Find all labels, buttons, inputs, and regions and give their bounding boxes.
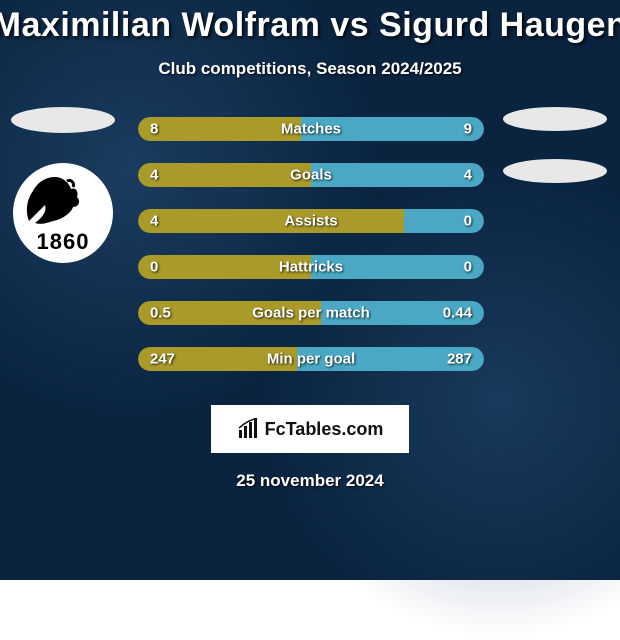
stat-value-right: 9 xyxy=(464,121,472,138)
stat-value-right: 287 xyxy=(447,351,472,368)
right-player-column xyxy=(500,107,610,183)
stat-bar-right xyxy=(311,163,484,187)
stat-value-left: 247 xyxy=(150,351,175,368)
stat-bar-left xyxy=(138,117,301,141)
stat-row: 247 287 Min per goal xyxy=(138,347,484,371)
stat-row: 0.5 0.44 Goals per match xyxy=(138,301,484,325)
stat-value-left: 4 xyxy=(150,167,158,184)
stat-value-left: 8 xyxy=(150,121,158,138)
right-player-avatar-placeholder xyxy=(503,107,607,131)
stat-value-right: 0.44 xyxy=(443,305,472,322)
left-player-avatar-placeholder xyxy=(11,107,115,133)
stat-row: 8 9 Matches xyxy=(138,117,484,141)
left-club-badge: 1860 xyxy=(13,163,113,263)
stat-label: Hattricks xyxy=(279,259,343,276)
page-subtitle: Club competitions, Season 2024/2025 xyxy=(158,59,461,79)
stat-value-right: 0 xyxy=(464,259,472,276)
brand-text: FcTables.com xyxy=(265,419,384,440)
brand-box: FcTables.com xyxy=(211,405,409,453)
stat-bar-left xyxy=(138,163,311,187)
date-label: 25 november 2024 xyxy=(236,471,383,491)
stat-value-right: 0 xyxy=(464,213,472,230)
stat-bar-left xyxy=(138,209,404,233)
stat-value-right: 4 xyxy=(464,167,472,184)
content-wrap: Maximilian Wolfram vs Sigurd Haugen Club… xyxy=(0,0,620,580)
stat-bar-right xyxy=(404,209,484,233)
right-club-badge-placeholder xyxy=(503,159,607,183)
stat-label: Goals per match xyxy=(252,305,370,322)
stat-bars: 89Matches44Goals40Assists00Hattricks0.50… xyxy=(138,117,484,371)
stat-row: 0 0 Hattricks xyxy=(138,255,484,279)
page-title: Maximilian Wolfram vs Sigurd Haugen xyxy=(0,6,620,45)
stat-row: 4 0 Assists xyxy=(138,209,484,233)
lion-icon xyxy=(23,171,83,227)
stat-value-left: 4 xyxy=(150,213,158,230)
left-player-column: 1860 xyxy=(8,107,118,263)
stat-label: Matches xyxy=(281,121,341,138)
stat-label: Min per goal xyxy=(267,351,355,368)
stat-value-left: 0 xyxy=(150,259,158,276)
stat-value-left: 0.5 xyxy=(150,305,171,322)
stat-label: Assists xyxy=(284,213,337,230)
left-club-year: 1860 xyxy=(37,229,90,255)
stat-row: 4 4 Goals xyxy=(138,163,484,187)
stat-label: Goals xyxy=(290,167,332,184)
comparison-panel: 1860 8 9 Matches 4 4 Goals 4 0 Assists 0 0 Hattrick… xyxy=(0,117,620,397)
brand-logo-icon xyxy=(237,418,259,440)
